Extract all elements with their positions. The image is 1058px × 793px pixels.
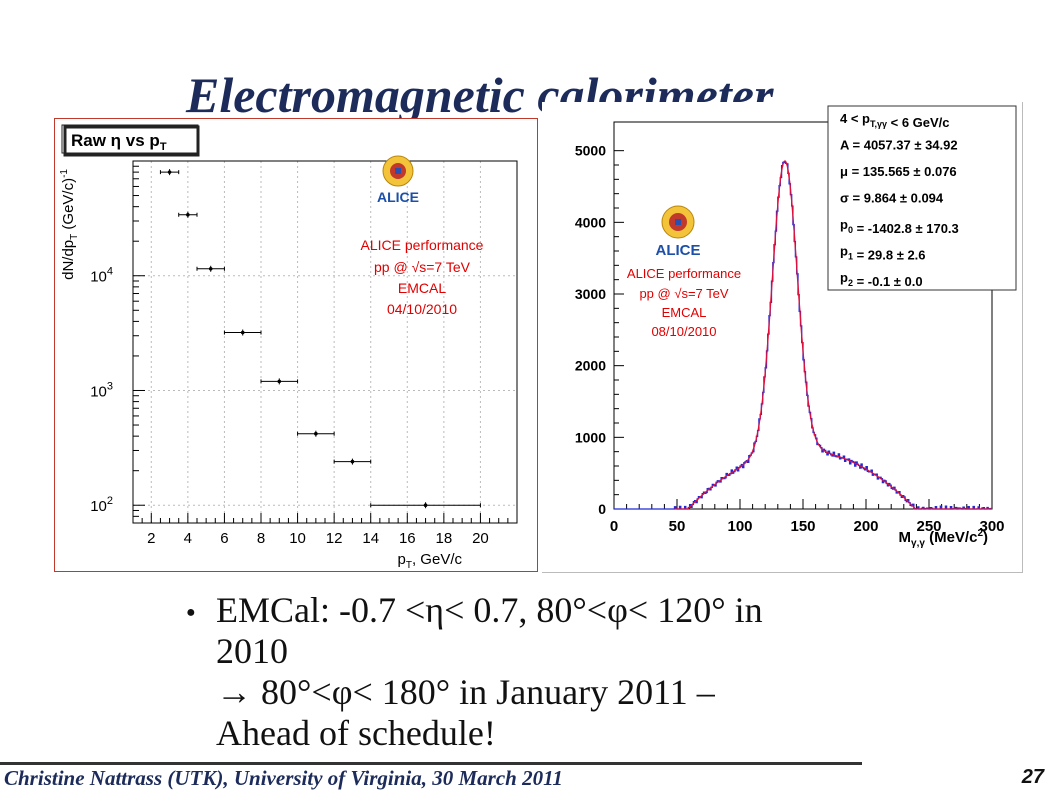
data-point	[260, 378, 299, 385]
y-tick-label: 5000	[575, 143, 606, 159]
raw-eta-chart-svg: Raw η vs pT 2 4 6 8 10 12 14 16 18 20 102 103 104 p…	[59, 124, 518, 571]
invariant-mass-chart: 0 50 100 150 200 250 300 0 1000 2000 3000 4000 5000…	[542, 102, 1023, 573]
y-ticks: 102 103 104	[90, 160, 145, 524]
plot-frame	[132, 160, 518, 524]
bullet-line: → 80°<φ< 180° in January 2011 –	[216, 672, 715, 712]
y-tick-label: 2000	[575, 358, 606, 374]
stats-line: μ = 135.565 ± 0.076	[840, 164, 957, 179]
data-point	[196, 265, 225, 272]
x-tick-label: 8	[257, 530, 265, 547]
stats-line: p0 = -1402.8 ± 170.3	[840, 217, 959, 236]
footer-divider	[0, 762, 862, 765]
chart-title-shadow	[63, 125, 200, 157]
x-tick-label: 14	[362, 530, 379, 547]
x-ticks: 2 4 6 8 10 12 14 16 18 20	[132, 513, 518, 547]
x-axis-label: pT, GeV/c	[398, 551, 463, 571]
data-point	[297, 430, 335, 437]
y-tick-label: 0	[598, 501, 606, 517]
x-axis-label: Mγ,γ (MeV/c2)	[899, 528, 988, 549]
annotation-line: ALICE performance	[361, 237, 484, 253]
x-tick-label: 18	[436, 530, 453, 547]
chart-title-box	[61, 124, 199, 154]
y-tick-label: 1000	[575, 429, 606, 445]
alice-annotation: ALICE performance pp @ √s=7 TeV EMCAL 08…	[627, 266, 741, 339]
annotation-line: ALICE performance	[627, 266, 741, 281]
x-tick-label: 50	[669, 518, 686, 535]
stats-line: A = 4057.37 ± 34.92	[840, 138, 958, 153]
bullet-line: 2010	[216, 631, 288, 671]
invariant-mass-chart-svg: 0 50 100 150 200 250 300 0 1000 2000 3000 4000 5000…	[575, 105, 1017, 549]
annotation-line: pp @ √s=7 TeV	[639, 286, 728, 301]
alice-logo-icon: ALICE	[377, 155, 419, 205]
bullet-icon: ●	[186, 604, 196, 621]
x-ticks: 0 50 100 150 200 250 300	[610, 499, 1005, 535]
annotation-line: 08/10/2010	[651, 324, 716, 339]
raw-eta-vs-pt-chart: Raw η vs pT 2 4 6 8 10 12 14 16 18 20 102 103 104 p…	[54, 118, 538, 572]
annotation-line: 04/10/2010	[387, 301, 457, 317]
bullet-line: EMCal: -0.7 <η< 0.7, 80°<φ< 120° in	[216, 590, 763, 630]
x-tick-label: 20	[472, 530, 489, 547]
x-tick-label: 16	[399, 530, 416, 547]
data-point	[159, 169, 180, 176]
y-tick-label: 4000	[575, 214, 606, 230]
page-number: 27	[1021, 766, 1044, 788]
svg-text:ALICE: ALICE	[656, 242, 701, 259]
alice-annotation: ALICE performance pp @ √s=7 TeV EMCAL 04…	[361, 237, 484, 317]
x-tick-label: 2	[147, 530, 155, 547]
fit-curve	[674, 160, 992, 510]
x-tick-label: 100	[727, 518, 752, 535]
fit-stats-box	[827, 105, 1017, 291]
chart-title: Raw η vs pT	[71, 131, 167, 153]
y-tick-label: 103	[90, 380, 113, 400]
stats-line: p2 = -0.1 ± 0.0	[840, 270, 923, 289]
stats-line: 4 < pT,γγ < 6 GeV/c	[840, 111, 950, 130]
x-tick-label: 0	[610, 518, 618, 535]
y-axis-label: dN/dpT (GeV/c)-1	[59, 169, 80, 280]
data-point	[178, 211, 198, 218]
x-tick-label: 200	[853, 518, 878, 535]
fit-stats: 4 < pT,γγ < 6 GeV/c A = 4057.37 ± 34.92 μ …	[840, 111, 959, 289]
grid	[133, 161, 517, 523]
bullet-line: Ahead of schedule!	[216, 713, 496, 753]
footer-text: Christine Nattrass (UTK), University of …	[4, 766, 563, 790]
data-point	[370, 502, 481, 509]
x-tick-label: 300	[979, 518, 1004, 535]
x-tick-label: 12	[326, 530, 343, 547]
x-tick-label: 150	[790, 518, 815, 535]
stats-line: σ = 9.864 ± 0.094	[840, 191, 944, 206]
x-tick-label: 6	[220, 530, 228, 547]
annotation-line: EMCAL	[662, 305, 707, 320]
y-tick-label: 102	[90, 495, 113, 515]
x-tick-label: 10	[289, 530, 306, 547]
y-tick-label: 104	[90, 266, 113, 286]
bullet-text: EMCal: -0.7 <η< 0.7, 80°<φ< 120° in 2010…	[216, 590, 763, 754]
stats-line: p1 = 29.8 ± 2.6	[840, 244, 926, 263]
annotation-line: pp @ √s=7 TeV	[374, 259, 471, 275]
y-tick-label: 3000	[575, 286, 606, 302]
alice-logo-icon: ALICE	[656, 205, 701, 259]
x-tick-label: 4	[184, 530, 192, 547]
y-ticks: 0 1000 2000 3000 4000 5000	[575, 143, 624, 517]
svg-text:ALICE: ALICE	[377, 189, 419, 205]
data-point	[333, 458, 372, 465]
annotation-line: EMCAL	[398, 280, 446, 296]
data-points	[159, 169, 481, 509]
x-tick-label: 250	[916, 518, 941, 535]
data-point	[223, 329, 262, 336]
